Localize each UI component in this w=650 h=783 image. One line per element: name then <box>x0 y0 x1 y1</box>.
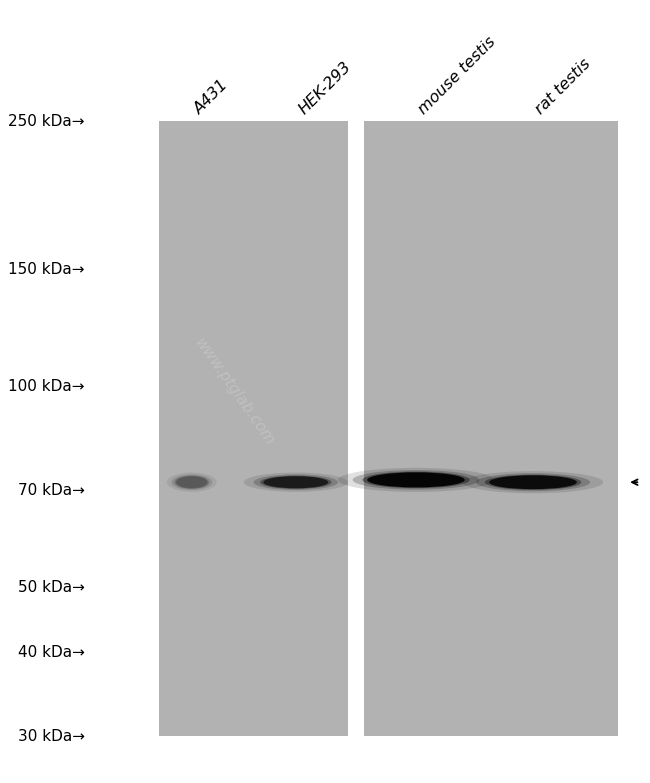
Ellipse shape <box>176 476 207 489</box>
Ellipse shape <box>463 471 603 493</box>
Ellipse shape <box>476 473 590 491</box>
Ellipse shape <box>260 475 332 489</box>
Text: A431: A431 <box>192 78 231 117</box>
Ellipse shape <box>263 476 328 489</box>
Ellipse shape <box>167 473 216 492</box>
Text: 250 kDa→: 250 kDa→ <box>8 114 84 129</box>
Bar <box>364 121 618 736</box>
Text: rat testis: rat testis <box>533 56 594 117</box>
Ellipse shape <box>175 475 209 489</box>
Text: 50 kDa→: 50 kDa→ <box>18 580 84 595</box>
Text: 30 kDa→: 30 kDa→ <box>18 728 84 744</box>
Ellipse shape <box>254 474 338 490</box>
Ellipse shape <box>485 474 581 490</box>
Text: www.ptglab.com: www.ptglab.com <box>191 335 277 448</box>
Ellipse shape <box>172 474 212 490</box>
Ellipse shape <box>367 472 465 487</box>
Ellipse shape <box>352 470 480 489</box>
Text: 150 kDa→: 150 kDa→ <box>8 262 84 277</box>
Text: HEK-293: HEK-293 <box>296 60 354 117</box>
Ellipse shape <box>338 467 494 492</box>
Bar <box>159 121 348 736</box>
Text: 70 kDa→: 70 kDa→ <box>18 483 84 498</box>
Ellipse shape <box>489 475 577 489</box>
Text: 40 kDa→: 40 kDa→ <box>18 645 84 660</box>
Text: mouse testis: mouse testis <box>416 34 499 117</box>
Ellipse shape <box>244 473 348 492</box>
Text: 100 kDa→: 100 kDa→ <box>8 380 84 395</box>
Ellipse shape <box>363 471 469 488</box>
